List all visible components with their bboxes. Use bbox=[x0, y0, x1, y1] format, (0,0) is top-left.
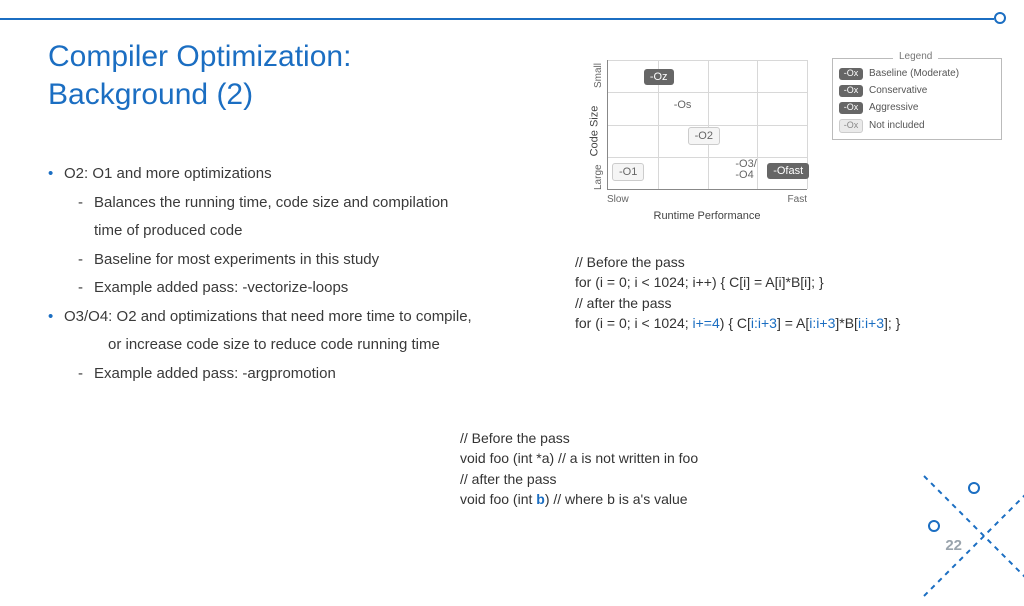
x-left: Slow bbox=[607, 194, 629, 205]
decorative-cross-icon bbox=[914, 466, 1024, 606]
title-line-2: Background (2) bbox=[48, 76, 351, 114]
node-o34: -O3/ -O4 bbox=[729, 157, 762, 183]
bullet-o2-sub1a: Balances the running time, code size and… bbox=[48, 189, 608, 218]
legend-box-3: -Ox bbox=[839, 119, 863, 133]
chart-yaxis: Small Large bbox=[579, 60, 601, 190]
node-o1: -O1 bbox=[612, 163, 644, 181]
legend-row-0: -Ox Baseline (Moderate) bbox=[839, 68, 995, 80]
c1-l2: for (i = 0; i < 1024; i++) { C[i] = A[i]… bbox=[575, 272, 1015, 292]
legend-title: Legend bbox=[893, 51, 938, 62]
code-argpromotion: // Before the pass void foo (int *a) // … bbox=[460, 428, 900, 509]
title-line-1: Compiler Optimization: bbox=[48, 38, 351, 76]
y-top: Small bbox=[593, 63, 604, 88]
bullet-o34-indent: or increase code size to reduce code run… bbox=[48, 331, 608, 360]
top-rule bbox=[0, 18, 994, 20]
c2-l4: void foo (int b) // where b is a's value bbox=[460, 489, 900, 509]
legend-text-2: Aggressive bbox=[869, 102, 918, 113]
bullet-o2-sub2: Baseline for most experiments in this st… bbox=[48, 246, 608, 275]
code-vectorize: // Before the pass for (i = 0; i < 1024;… bbox=[575, 252, 1015, 333]
legend-box-0: -Ox bbox=[839, 68, 863, 80]
node-oz: -Oz bbox=[644, 69, 674, 85]
bullet-o2: O2: O1 and more optimizations bbox=[48, 160, 608, 189]
legend-text-0: Baseline (Moderate) bbox=[869, 68, 959, 79]
c1-l1: // Before the pass bbox=[575, 252, 1015, 272]
y-bottom: Large bbox=[593, 164, 604, 190]
legend-box-2: -Ox bbox=[839, 102, 863, 114]
legend-text-1: Conservative bbox=[869, 85, 927, 96]
chart-plot: -Oz -Os -O2 -O1 -O3/ -O4 -Ofast bbox=[607, 60, 807, 190]
legend-row-2: -Ox Aggressive bbox=[839, 102, 995, 114]
optimization-chart: Code Size Small Large -Oz -Os -O2 -O1 -O… bbox=[575, 50, 825, 220]
bullet-o2-sub1b: time of produced code bbox=[48, 217, 608, 246]
node-ofast: -Ofast bbox=[767, 163, 809, 179]
top-dot-icon bbox=[994, 12, 1006, 24]
node-os: -Os bbox=[668, 97, 698, 113]
chart-xlabel: Runtime Performance bbox=[607, 210, 807, 222]
slide-title: Compiler Optimization: Background (2) bbox=[48, 38, 351, 113]
legend-box-1: -Ox bbox=[839, 85, 863, 97]
c2-l1: // Before the pass bbox=[460, 428, 900, 448]
bullet-o34: O3/O4: O2 and optimizations that need mo… bbox=[48, 303, 608, 332]
node-o2: -O2 bbox=[688, 127, 720, 145]
bullet-o2-sub3: Example added pass: -vectorize-loops bbox=[48, 274, 608, 303]
bullet-list: O2: O1 and more optimizations Balances t… bbox=[48, 160, 608, 388]
chart-legend: Legend -Ox Baseline (Moderate) -Ox Conse… bbox=[832, 58, 1002, 140]
c2-l3: // after the pass bbox=[460, 469, 900, 489]
legend-row-1: -Ox Conservative bbox=[839, 85, 995, 97]
c1-l3: // after the pass bbox=[575, 293, 1015, 313]
bullet-o34-sub1: Example added pass: -argpromotion bbox=[48, 360, 608, 389]
legend-row-3: -Ox Not included bbox=[839, 119, 995, 133]
x-right: Fast bbox=[788, 194, 807, 205]
c1-l4: for (i = 0; i < 1024; i+=4) { C[i:i+3] =… bbox=[575, 313, 1015, 333]
c2-l2: void foo (int *a) // a is not written in… bbox=[460, 448, 900, 468]
legend-text-3: Not included bbox=[869, 120, 925, 131]
